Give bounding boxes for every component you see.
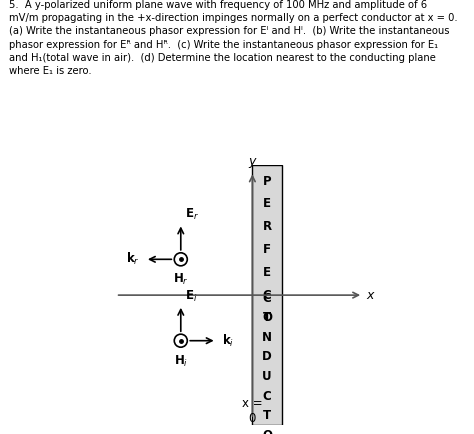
Text: $\mathbf{E}_r$: $\mathbf{E}_r$	[185, 207, 199, 222]
Text: D: D	[262, 351, 272, 363]
Text: T: T	[263, 409, 271, 422]
Text: R: R	[263, 220, 272, 233]
Text: 5.  A y-polarized uniform plane wave with frequency of 100 MHz and amplitude of : 5. A y-polarized uniform plane wave with…	[9, 0, 458, 76]
Text: O: O	[262, 429, 272, 434]
Text: F: F	[263, 243, 271, 256]
Text: T: T	[263, 312, 271, 324]
Text: $\mathbf{k}_i$: $\mathbf{k}_i$	[222, 332, 234, 349]
Text: U: U	[262, 370, 272, 383]
Text: $\mathbf{k}_r$: $\mathbf{k}_r$	[126, 251, 140, 267]
Bar	[252, 165, 282, 425]
Text: $\mathbf{H}_i$: $\mathbf{H}_i$	[173, 354, 188, 369]
Text: $\mathbf{H}_r$: $\mathbf{H}_r$	[173, 273, 189, 287]
Text: x =
0: x = 0	[242, 397, 263, 425]
Text: P: P	[263, 175, 271, 187]
Text: N: N	[262, 331, 272, 344]
Text: C: C	[263, 390, 272, 402]
Text: E: E	[263, 197, 271, 210]
Text: C: C	[263, 292, 272, 305]
Text: C: C	[263, 289, 272, 302]
Text: y: y	[249, 155, 256, 168]
Text: $\mathbf{E}_i$: $\mathbf{E}_i$	[185, 289, 198, 304]
Text: E: E	[263, 266, 271, 279]
Text: x: x	[366, 289, 374, 302]
Text: O: O	[262, 312, 272, 324]
